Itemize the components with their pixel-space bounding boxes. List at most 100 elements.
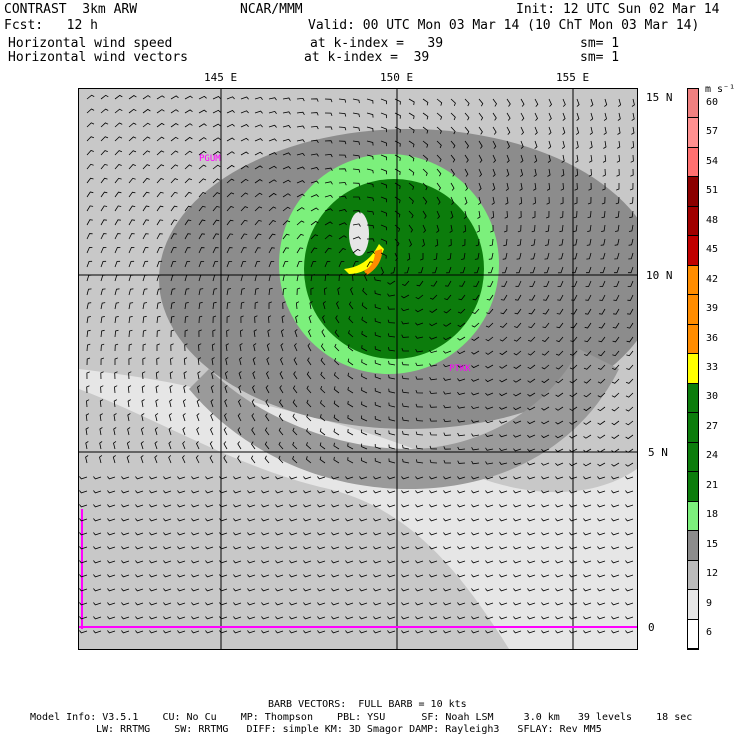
wind-barb — [422, 224, 426, 233]
wind-barb — [320, 357, 326, 366]
wind-barb — [394, 238, 400, 247]
wind-barb — [362, 287, 368, 296]
wind-barb — [292, 427, 298, 436]
wind-barb — [331, 476, 340, 480]
wind-barb — [502, 252, 508, 260]
wind-barb — [210, 385, 214, 394]
wind-barb — [198, 219, 206, 226]
wind-barb — [252, 371, 256, 380]
wind-barb — [571, 294, 578, 301]
wind-barb — [289, 490, 298, 494]
wind-barb — [149, 602, 158, 606]
wind-barb — [128, 150, 137, 156]
wind-barb — [569, 476, 578, 480]
wind-barb — [517, 238, 522, 246]
wind-barb — [401, 321, 410, 325]
wind-barb — [597, 546, 606, 550]
wind-barb — [373, 532, 382, 536]
wind-barb — [191, 490, 200, 494]
wind-barb — [491, 196, 495, 205]
wind-barb — [489, 238, 494, 247]
wind-barb — [226, 219, 234, 226]
wind-barb — [142, 205, 150, 212]
wind-barb — [211, 357, 215, 366]
wind-barb — [324, 208, 333, 212]
wind-barb — [611, 462, 620, 467]
wind-barb — [513, 462, 522, 466]
wind-barb — [611, 560, 620, 564]
wind-barb — [289, 588, 298, 592]
wind-barb — [429, 630, 438, 634]
wind-barb — [380, 126, 387, 133]
wind-barb — [415, 574, 424, 578]
wind-barb — [226, 96, 235, 100]
wind-barb — [93, 574, 102, 578]
wind-barb — [366, 238, 375, 242]
wind-barb — [541, 462, 550, 466]
wind-map[interactable]: PGUM PTKK — [78, 88, 638, 650]
wind-barb — [555, 546, 564, 550]
wind-barb — [345, 546, 354, 550]
wind-barb — [86, 329, 91, 338]
wind-barb — [429, 404, 438, 408]
wind-barb — [112, 455, 116, 464]
wind-barb — [401, 294, 410, 299]
wind-barb — [443, 546, 452, 550]
wind-barb — [261, 476, 270, 480]
wind-barb — [135, 490, 144, 494]
wind-barb — [485, 447, 494, 451]
wind-barb — [528, 322, 536, 329]
wind-barb — [226, 233, 234, 240]
wind-barb — [527, 490, 536, 494]
wind-barb — [569, 518, 578, 522]
wind-barb — [275, 574, 284, 578]
wind-barb — [296, 287, 301, 296]
wind-barb — [107, 546, 116, 550]
wind-barb — [429, 504, 438, 508]
wind-barb — [457, 446, 466, 451]
wind-barb — [93, 616, 102, 620]
colorbar-label: 6 — [706, 627, 713, 639]
wind-barb — [86, 371, 90, 380]
wind-barb — [321, 329, 326, 338]
wind-barb — [429, 377, 438, 381]
wind-barb — [261, 588, 270, 592]
wind-barb — [289, 616, 298, 620]
wind-barb — [121, 532, 130, 536]
wind-barb — [402, 458, 410, 464]
wind-barb — [212, 301, 217, 310]
wind-barb — [347, 429, 354, 436]
wind-barb — [570, 336, 578, 343]
wind-barb — [478, 112, 484, 121]
wind-barb — [555, 462, 564, 466]
wind-barb — [345, 518, 354, 522]
wind-barb — [100, 205, 108, 212]
wind-barb — [631, 126, 635, 135]
wind-barb — [499, 406, 508, 410]
wind-barb — [499, 546, 508, 550]
wind-barb — [128, 177, 136, 184]
wind-barb — [488, 252, 494, 260]
wind-barb — [461, 252, 466, 260]
wind-barb — [251, 399, 256, 408]
wind-barb — [100, 108, 109, 114]
wind-barb — [191, 560, 200, 564]
wind-barb — [86, 233, 93, 240]
wind-barb — [527, 406, 536, 411]
wind-barb — [387, 630, 396, 634]
wind-barb — [142, 371, 146, 380]
wind-barb — [599, 280, 606, 287]
wind-barb — [514, 322, 522, 328]
wind-barb — [114, 233, 121, 240]
wind-barb — [485, 420, 494, 424]
wind-barb — [429, 518, 438, 522]
wind-barb — [219, 602, 228, 606]
wind-barb — [219, 504, 228, 508]
wind-barb — [464, 154, 469, 163]
wind-barb — [583, 518, 592, 522]
wind-barb — [292, 455, 298, 464]
wind-barb — [99, 427, 103, 436]
wind-barb — [387, 306, 396, 310]
wind-barb — [626, 350, 634, 357]
wind-barb — [561, 140, 565, 149]
